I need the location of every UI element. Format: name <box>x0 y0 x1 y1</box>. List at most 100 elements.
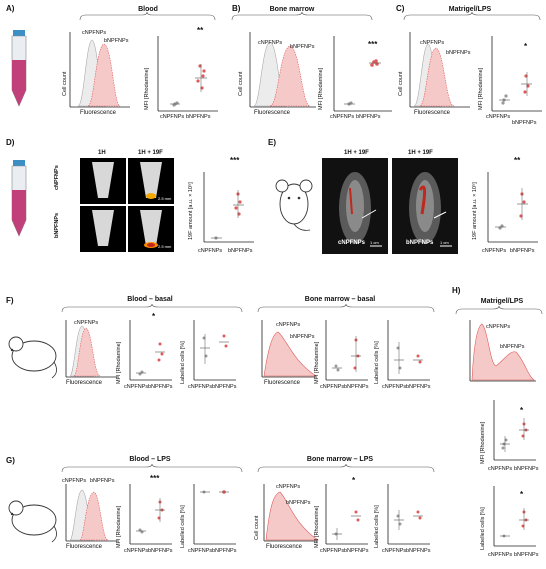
dot-ylabel: Labelled cells [%] <box>180 505 186 548</box>
mr-images <box>322 158 458 254</box>
panel-title: Matrigel/LPS <box>448 6 492 13</box>
control-points <box>344 101 355 106</box>
legend-control: cNPFNPs <box>486 324 511 330</box>
col-header-1h-19f: 1H + 19F <box>138 150 163 156</box>
row-label-bnp: bNPFNPs <box>54 212 60 238</box>
x-label-bnp: bNPFNPs <box>344 548 369 554</box>
control-points <box>211 236 222 240</box>
x-label-bnp: bNPFNPs <box>344 384 369 390</box>
dot-ylabel: MFI [Rhodamine] <box>116 341 122 384</box>
significance: ** <box>514 156 521 165</box>
control-points <box>499 94 510 105</box>
hist-ylabel: Cell count <box>254 515 260 540</box>
scale-bar-label: 2.5 mm <box>158 196 172 201</box>
dot-ylabel: MFI [Rhodamine] <box>478 67 484 110</box>
bnp-points <box>195 64 207 92</box>
image-caption: bNPFNPs <box>406 240 434 246</box>
histogram <box>409 32 470 108</box>
x-label-control: cNPFNPs <box>382 384 407 390</box>
row-label-control: cNPFNPs <box>54 165 60 190</box>
brace <box>257 463 435 473</box>
panel-letter: F) <box>6 296 14 305</box>
dot-ylabel: MFI [Rhodamine] <box>314 505 320 548</box>
dot-ylabel: MFI [Rhodamine] <box>144 67 150 110</box>
x-label-bnp: bNPFNPs <box>510 248 535 254</box>
histogram <box>249 32 316 108</box>
hist-ylabel: Cell count <box>62 71 68 96</box>
scale-bar-label: 1 cm <box>370 240 379 245</box>
dot-plot <box>325 484 368 545</box>
hist-xlabel: Fluorescence <box>80 110 117 116</box>
legend-control: cNPFNPs <box>420 40 445 46</box>
dot-plot <box>325 320 368 381</box>
scale-bar-label: 2.5 mm <box>158 244 172 249</box>
legend-control: cNPFNPs <box>276 322 301 328</box>
x-label-bnp: bNPFNPs <box>212 384 237 390</box>
panel-letter: D) <box>6 138 15 147</box>
x-label-control: cNPFNPs <box>488 466 513 472</box>
histogram <box>261 320 317 378</box>
dot-ylabel: Labelled cells [%] <box>374 505 380 548</box>
x-label-control: cNPFNPs <box>198 248 223 254</box>
panel-title: Blood <box>138 6 158 13</box>
hist-xlabel: Fluorescence <box>66 544 103 550</box>
bnp-points <box>233 190 244 218</box>
x-label-bnp: bNPFNPs <box>228 248 253 254</box>
x-label-control: cNPFNPs <box>482 248 507 254</box>
x-label-bnp: bNPFNPs <box>406 384 431 390</box>
dot-ylabel: MFI [Rhodamine] <box>116 505 122 548</box>
dot-plot <box>157 36 218 112</box>
dot-plot <box>387 484 430 545</box>
histogram <box>65 320 118 378</box>
hist-ylabel: Cell count <box>398 71 404 96</box>
legend-control: cNPFNPs <box>82 30 107 36</box>
x-label-control: cNPFNPs <box>188 548 213 554</box>
panel-letter: B) <box>232 4 241 13</box>
significance: * <box>520 490 524 499</box>
x-label-bnp: bNPFNPs <box>406 548 431 554</box>
legend-control: cNPFNPs <box>62 478 87 484</box>
legend-bnp: bNPFNPs <box>290 44 315 50</box>
x-label-bnp: bNPFNPs <box>514 552 539 558</box>
panel-letter: G) <box>6 456 15 465</box>
significance: *** <box>150 474 160 483</box>
image-caption: cNPFNPs <box>338 240 366 246</box>
significance: *** <box>368 40 378 49</box>
dot-ylabel: MFI [Rhodamine] <box>314 341 320 384</box>
brace <box>403 11 541 21</box>
panel-title: Bone marrow – basal <box>304 296 376 303</box>
dot-plot <box>129 320 172 381</box>
significance: * <box>352 476 356 485</box>
significance: *** <box>230 156 240 165</box>
hist-xlabel: Fluorescence <box>254 110 291 116</box>
panel-title: Bone marrow – LPS <box>306 456 374 463</box>
test-tube-icon <box>11 30 27 107</box>
hist-xlabel: Fluorescence <box>66 380 103 386</box>
hist-xlabel: Fluorescence <box>266 544 303 550</box>
dot-plot <box>493 486 536 547</box>
dot-ylabel: Labelled cells [%] <box>374 341 380 384</box>
dot-plot <box>129 484 172 545</box>
histogram <box>469 320 536 382</box>
col-header: 1H + 19F <box>408 150 433 156</box>
legend-control: cNPFNPs <box>258 40 283 46</box>
panel-title: Blood – basal <box>127 296 173 303</box>
brace <box>231 11 373 21</box>
legend-bnp: bNPFNPs <box>446 50 471 56</box>
x-label-control: cNPFNPs <box>188 384 213 390</box>
x-label-bnp: bNPFNPs <box>514 466 539 472</box>
histogram <box>65 484 118 542</box>
dot-plot <box>203 172 254 243</box>
x-label-bnp: bNPFNPs <box>186 114 211 120</box>
histogram <box>69 32 130 108</box>
brace <box>61 463 243 473</box>
x-label-bnp: bNPFNPs <box>212 548 237 554</box>
col-header-1h: 1H <box>98 150 106 156</box>
dot-plot <box>491 36 542 112</box>
bnp-points <box>369 59 381 67</box>
mouse-icon <box>275 179 313 231</box>
significance: * <box>152 312 156 321</box>
control-points <box>170 101 180 107</box>
dot-ylabel: Labelled cells [%] <box>180 341 186 384</box>
brace <box>455 305 543 315</box>
